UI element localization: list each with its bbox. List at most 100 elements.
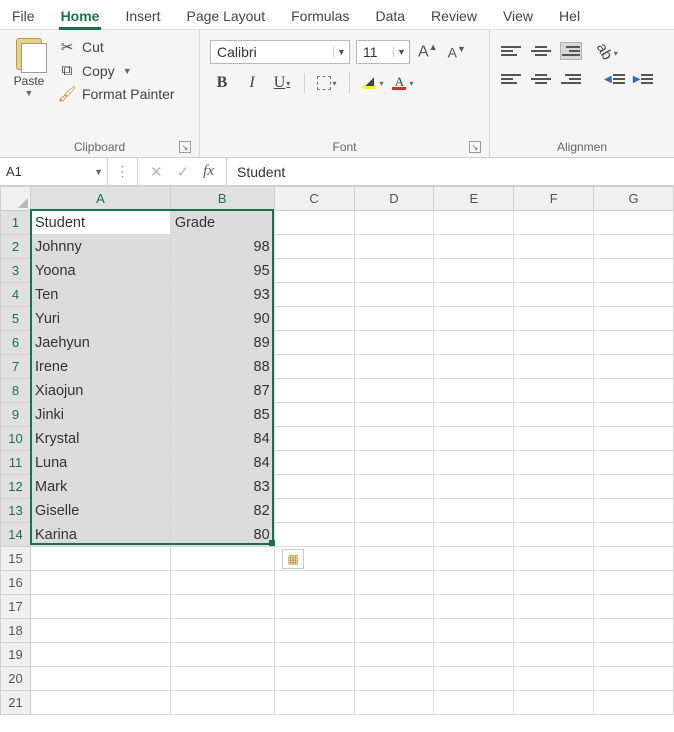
cell[interactable]: Krystal: [30, 427, 170, 451]
cell[interactable]: [594, 307, 674, 331]
cell[interactable]: 98: [170, 235, 274, 259]
cell[interactable]: [274, 499, 354, 523]
cell[interactable]: [434, 667, 514, 691]
options-icon[interactable]: ⋮: [116, 163, 130, 180]
cell[interactable]: 87: [170, 379, 274, 403]
cell[interactable]: [30, 547, 170, 571]
dialog-launcher-font[interactable]: [469, 141, 481, 153]
cell[interactable]: [274, 259, 354, 283]
cell[interactable]: [354, 571, 434, 595]
row-header[interactable]: 19: [1, 643, 31, 667]
cell[interactable]: [594, 211, 674, 235]
cell[interactable]: 80: [170, 523, 274, 547]
row-header[interactable]: 8: [1, 379, 31, 403]
quick-analysis-button[interactable]: ▦: [282, 549, 304, 569]
cell[interactable]: [594, 259, 674, 283]
cell[interactable]: [354, 403, 434, 427]
cell[interactable]: [354, 619, 434, 643]
cell[interactable]: [354, 355, 434, 379]
cell[interactable]: Ten: [30, 283, 170, 307]
cell[interactable]: Student: [30, 211, 170, 235]
cell[interactable]: [434, 283, 514, 307]
cell[interactable]: Xiaojun: [30, 379, 170, 403]
cell[interactable]: [170, 547, 274, 571]
cell[interactable]: 95: [170, 259, 274, 283]
col-header-E[interactable]: E: [434, 187, 514, 211]
cell[interactable]: [30, 571, 170, 595]
cell[interactable]: [514, 355, 594, 379]
cell[interactable]: [514, 643, 594, 667]
worksheet-grid[interactable]: ABCDEFG1StudentGrade2Johnny983Yoona954Te…: [0, 186, 674, 715]
cell[interactable]: [594, 667, 674, 691]
cell[interactable]: [434, 523, 514, 547]
cell[interactable]: [274, 211, 354, 235]
cell[interactable]: [434, 547, 514, 571]
col-header-G[interactable]: G: [594, 187, 674, 211]
cell[interactable]: [434, 211, 514, 235]
cell[interactable]: 84: [170, 451, 274, 475]
cell[interactable]: [274, 355, 354, 379]
row-header[interactable]: 15: [1, 547, 31, 571]
cell[interactable]: [594, 691, 674, 715]
cell[interactable]: [514, 307, 594, 331]
cell[interactable]: Yoona: [30, 259, 170, 283]
row-header[interactable]: 10: [1, 427, 31, 451]
cell[interactable]: Grade: [170, 211, 274, 235]
cell[interactable]: 83: [170, 475, 274, 499]
cell[interactable]: 90: [170, 307, 274, 331]
cell[interactable]: [514, 283, 594, 307]
cell[interactable]: [354, 283, 434, 307]
cell[interactable]: Jinki: [30, 403, 170, 427]
menu-tab-review[interactable]: Review: [429, 4, 479, 29]
cell[interactable]: [594, 595, 674, 619]
cell[interactable]: [274, 283, 354, 307]
cell[interactable]: [594, 427, 674, 451]
cell[interactable]: [514, 427, 594, 451]
row-header[interactable]: 2: [1, 235, 31, 259]
italic-button[interactable]: I: [240, 72, 264, 94]
cell[interactable]: [434, 403, 514, 427]
cell[interactable]: [594, 643, 674, 667]
cell[interactable]: [514, 379, 594, 403]
cell[interactable]: 93: [170, 283, 274, 307]
cell[interactable]: [514, 691, 594, 715]
cell[interactable]: 85: [170, 403, 274, 427]
cell[interactable]: Karina: [30, 523, 170, 547]
cell[interactable]: [514, 403, 594, 427]
font-name-combo[interactable]: Calibri ▼: [210, 40, 350, 64]
cell[interactable]: [434, 643, 514, 667]
cell[interactable]: Irene: [30, 355, 170, 379]
align-middle-button[interactable]: [530, 42, 552, 60]
font-color-button[interactable]: A ▾: [390, 72, 414, 94]
cell[interactable]: [354, 475, 434, 499]
row-header[interactable]: 14: [1, 523, 31, 547]
cell[interactable]: [434, 355, 514, 379]
row-header[interactable]: 7: [1, 355, 31, 379]
cell[interactable]: Jaehyun: [30, 331, 170, 355]
cell[interactable]: Mark: [30, 475, 170, 499]
cell[interactable]: [30, 691, 170, 715]
cell[interactable]: [514, 259, 594, 283]
cell[interactable]: [594, 475, 674, 499]
cell[interactable]: [274, 619, 354, 643]
cell[interactable]: 82: [170, 499, 274, 523]
cell[interactable]: [434, 331, 514, 355]
cell[interactable]: [514, 451, 594, 475]
borders-button[interactable]: ▾: [315, 72, 339, 94]
cell[interactable]: [434, 427, 514, 451]
row-header[interactable]: 9: [1, 403, 31, 427]
cell[interactable]: [354, 235, 434, 259]
cut-button[interactable]: ✂ Cut: [58, 38, 175, 56]
cell[interactable]: [354, 379, 434, 403]
format-painter-button[interactable]: 🖌 Format Painter: [58, 85, 175, 103]
cell[interactable]: [274, 379, 354, 403]
cell[interactable]: [274, 403, 354, 427]
cell[interactable]: [170, 571, 274, 595]
cell[interactable]: [514, 331, 594, 355]
cell[interactable]: [170, 667, 274, 691]
increase-font-button[interactable]: A▲: [416, 42, 440, 61]
decrease-font-button[interactable]: A▼: [446, 44, 468, 61]
cell[interactable]: [274, 427, 354, 451]
cell[interactable]: [170, 619, 274, 643]
row-header[interactable]: 5: [1, 307, 31, 331]
